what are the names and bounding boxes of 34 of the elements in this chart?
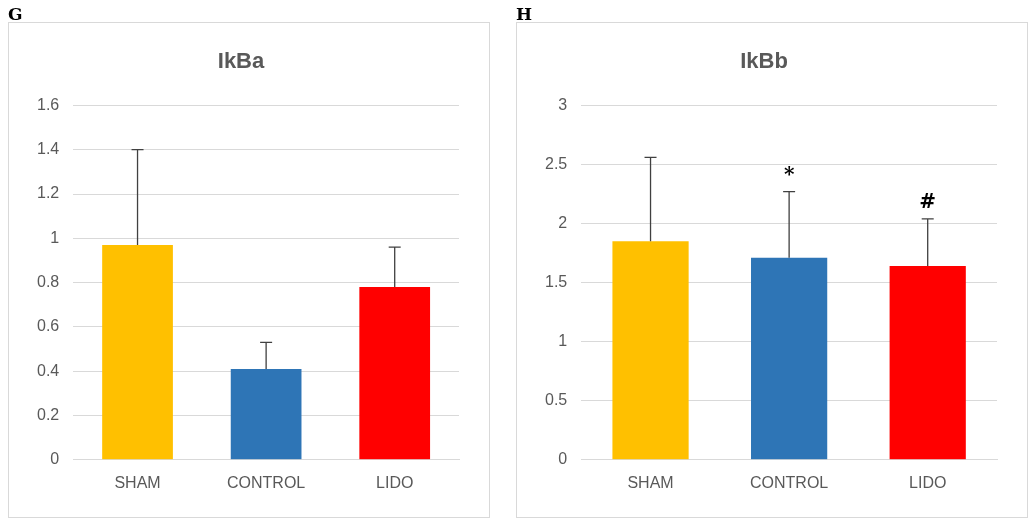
y-tick-label: 1.6 bbox=[36, 95, 60, 113]
y-tick-label: 1 bbox=[558, 332, 568, 350]
text: H bbox=[516, 4, 533, 24]
x-tick-label: SHAM bbox=[627, 473, 674, 491]
y-tick-label: 0 bbox=[558, 450, 568, 468]
y-tick-label: 2.5 bbox=[544, 154, 568, 172]
annotation: * bbox=[783, 161, 795, 186]
chart-title: IkBa bbox=[217, 48, 265, 74]
chart-title: IkBb bbox=[740, 48, 788, 74]
x-tick-label: LIDO bbox=[909, 473, 947, 491]
bar bbox=[359, 287, 431, 460]
y-tick-label: 1 bbox=[50, 228, 60, 246]
y-tick-label: 1.4 bbox=[36, 140, 60, 158]
y-tick-label: 0.2 bbox=[36, 405, 60, 423]
bar bbox=[612, 241, 689, 460]
x-tick-label: CONTROL bbox=[227, 473, 306, 491]
y-tick-label: 0.8 bbox=[36, 273, 60, 291]
y-tick-label: 1.2 bbox=[36, 184, 60, 202]
x-tick-label: CONTROL bbox=[750, 473, 829, 491]
y-tick-label: 0 bbox=[50, 450, 60, 468]
y-tick-label: 0.6 bbox=[36, 317, 60, 335]
x-tick-label: LIDO bbox=[376, 473, 414, 491]
bar bbox=[889, 266, 966, 460]
annotation: # bbox=[919, 189, 937, 214]
bar bbox=[751, 257, 828, 460]
y-tick-label: 3 bbox=[558, 95, 568, 113]
bar bbox=[230, 368, 302, 460]
x-tick-label: SHAM bbox=[114, 473, 161, 491]
y-tick-label: 2 bbox=[558, 213, 568, 231]
bar bbox=[102, 244, 173, 460]
y-tick-label: 0.5 bbox=[544, 391, 568, 409]
y-tick-label: 1.5 bbox=[544, 273, 568, 291]
y-tick-label: 0.4 bbox=[36, 361, 60, 379]
text: G bbox=[8, 4, 23, 24]
